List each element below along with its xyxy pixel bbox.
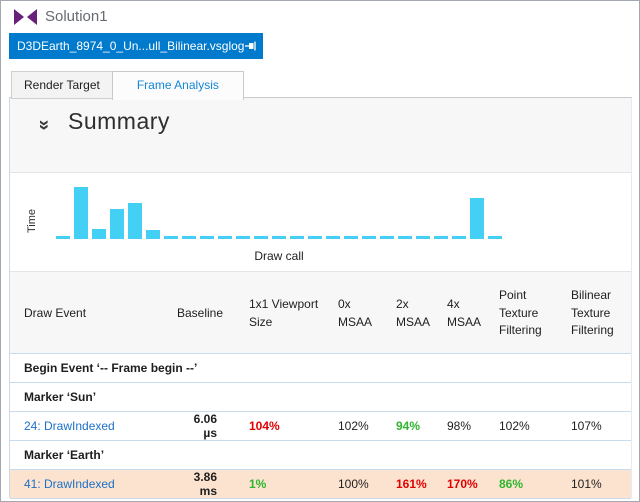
group-row: Marker ‘Earth’ [10, 441, 631, 470]
variant-percent-value: 94% [396, 419, 421, 433]
variant-percent-value: 104% [249, 419, 280, 433]
chart-bar-dash [398, 236, 412, 239]
chart-bar-dash [290, 236, 304, 239]
chart-bar-dash [254, 236, 268, 239]
variant-percent-value: 86% [499, 477, 524, 491]
variant-percent-value: 107% [571, 419, 602, 433]
draw-event-link[interactable]: 24: DrawIndexed [24, 419, 115, 433]
column-header: 1x1 Viewport Size [249, 297, 319, 329]
pin-icon[interactable] [244, 39, 258, 53]
variant-percent-value: 102% [499, 419, 530, 433]
column-header: Bilinear Texture Filtering [571, 288, 614, 338]
group-row-label: Marker ‘Sun’ [24, 390, 97, 404]
group-row-label: Begin Event ‘-- Frame begin --’ [24, 361, 198, 375]
group-row: Marker ‘Sun’ [10, 383, 631, 412]
chart-bar-dash [416, 236, 430, 239]
variant-percent-value: 98% [447, 419, 472, 433]
chart-bar [470, 198, 484, 239]
visual-studio-logo-icon [14, 9, 37, 25]
chart-bar-dash [182, 236, 196, 239]
table-body: Begin Event ‘-- Frame begin --’ Marker ‘S… [10, 354, 631, 499]
chart-bar [74, 187, 88, 239]
chart-bar-dash [272, 236, 286, 239]
column-header: 2x MSAA [396, 297, 431, 329]
chart-bar-dash [308, 236, 322, 239]
variant-percent-value: 101% [571, 477, 602, 491]
chart-x-axis-label: Draw call [254, 249, 304, 263]
draw-event-link[interactable]: 41: DrawIndexed [24, 477, 115, 491]
chart-bar-dash [218, 236, 232, 239]
chart-y-axis-label: Time [26, 208, 39, 234]
chart-bar-dash [56, 236, 70, 239]
chart-bar [128, 203, 142, 239]
chart-bar-dash [326, 236, 340, 239]
chart-bar-dash [344, 236, 358, 239]
tab-render-target[interactable]: Render Target [11, 71, 113, 99]
chart-bar-dash [452, 236, 466, 239]
chart-bar [146, 230, 160, 239]
chart-bar-dash [380, 236, 394, 239]
chart-bar-dash [236, 236, 250, 239]
time-per-draw-call-chart: Time Draw call [10, 172, 631, 272]
chart-bar-dash [164, 236, 178, 239]
group-row-label: Marker ‘Earth’ [24, 448, 105, 462]
chart-bar-dash [434, 236, 448, 239]
table-header-row: Draw Event Baseline 1x1 Viewport Size 0x MS… [10, 274, 631, 354]
chart-bars [56, 181, 502, 239]
chart-bar [92, 229, 106, 239]
window-title: Solution1 [45, 8, 108, 25]
variant-percent-value: 1% [249, 477, 267, 491]
summary-heading: Summary [68, 108, 170, 134]
variant-percent-value: 100% [338, 477, 369, 491]
column-header: Baseline [177, 305, 224, 320]
document-tab-label: D3DEarth_8974_0_Un...ull_Bilinear.vsglog [17, 39, 245, 53]
group-row: Begin Event ‘-- Frame begin --’ [10, 354, 631, 383]
column-header: 0x MSAA [338, 297, 373, 329]
variant-percent-value: 102% [338, 419, 369, 433]
document-tab-vsglog[interactable]: D3DEarth_8974_0_Un...ull_Bilinear.vsglog… [9, 33, 276, 59]
baseline-value: 6.06 µs [193, 412, 217, 440]
frame-analysis-panel: » Summary Time Draw call Draw Event Basel… [9, 97, 632, 499]
chart-bar-dash [488, 236, 502, 239]
column-header: Draw Event [24, 305, 87, 320]
column-header: 4x MSAA [447, 297, 482, 329]
title-bar: Solution1 [1, 1, 639, 32]
column-header: Point Texture Filtering [499, 288, 542, 338]
chart-bar-dash [200, 236, 214, 239]
double-chevron-down-icon[interactable]: » [33, 119, 55, 131]
close-icon[interactable]: × [267, 37, 277, 54]
variant-percent-value: 170% [447, 477, 478, 491]
draw-event-row[interactable]: 24: DrawIndexed 6.06 µs 104% 102% 94% 98% 102%… [10, 412, 631, 441]
chart-bar-dash [362, 236, 376, 239]
draw-event-row[interactable]: 41: DrawIndexed 3.86 ms 1% 100% 161% 170% 86% 1… [10, 470, 631, 499]
baseline-value: 3.86 ms [193, 470, 217, 498]
analysis-tab-strip: Render Target Frame Analysis [11, 71, 244, 100]
tab-frame-analysis[interactable]: Frame Analysis [111, 71, 244, 100]
variant-percent-value: 161% [396, 477, 427, 491]
chart-bar [110, 209, 124, 239]
